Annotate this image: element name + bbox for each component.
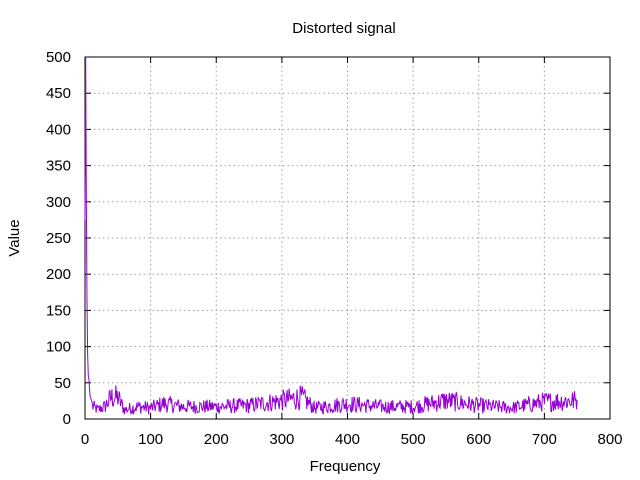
y-tick-label: 150 <box>46 302 71 319</box>
tick-marks <box>84 56 611 420</box>
series-line <box>84 56 578 415</box>
grid <box>85 57 610 419</box>
y-tick-label: 250 <box>46 230 71 247</box>
y-tick-label: 350 <box>46 158 71 175</box>
series-layer <box>84 56 578 415</box>
x-tick-labels: 0 100 200 300 400 500 600 700 800 <box>81 431 623 448</box>
y-tick-label: 500 <box>46 49 71 66</box>
y-tick-labels: 0 50 100 150 200 250 300 350 400 450 500 <box>46 49 71 428</box>
x-axis-title: Frequency <box>310 458 381 475</box>
chart-title: Distorted signal <box>292 20 395 37</box>
y-tick-label: 100 <box>46 339 71 356</box>
y-tick-label: 400 <box>46 121 71 138</box>
y-tick-label: 450 <box>46 85 71 102</box>
y-tick-label: 0 <box>63 411 71 428</box>
x-tick-label: 800 <box>597 431 622 448</box>
x-tick-label: 200 <box>204 431 229 448</box>
y-tick-label: 50 <box>54 375 71 392</box>
y-tick-label: 200 <box>46 266 71 283</box>
x-tick-label: 0 <box>81 431 89 448</box>
y-axis-title: Value <box>6 219 23 256</box>
y-tick-label: 300 <box>46 194 71 211</box>
x-tick-label: 600 <box>466 431 491 448</box>
x-tick-label: 400 <box>335 431 360 448</box>
x-tick-label: 500 <box>401 431 426 448</box>
x-tick-label: 700 <box>532 431 557 448</box>
x-tick-label: 100 <box>138 431 163 448</box>
x-tick-label: 300 <box>269 431 294 448</box>
